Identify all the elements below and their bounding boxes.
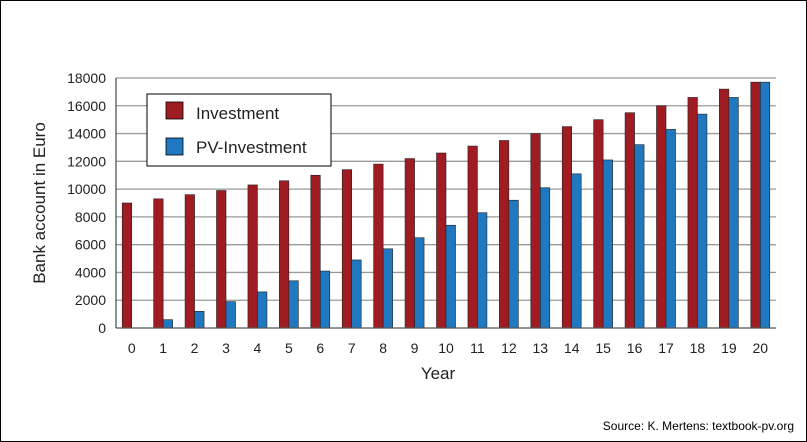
bar-investment	[341, 169, 353, 329]
y-tick-label: 6000	[75, 237, 106, 253]
y-tick-label: 12000	[67, 153, 106, 169]
bar-pv-investment	[665, 129, 676, 329]
x-tick-label: 12	[501, 340, 517, 356]
x-tick-label: 10	[438, 340, 454, 356]
bar-investment	[373, 163, 384, 329]
bar-pv-investment	[194, 311, 205, 329]
bar-investment	[561, 126, 573, 329]
x-tick-label: 0	[128, 340, 136, 356]
y-tick-label: 14000	[67, 126, 106, 142]
bar-pv-investment	[602, 159, 613, 329]
x-tick-label: 20	[752, 340, 768, 356]
bar-pv-investment	[697, 113, 708, 329]
bar-investment	[530, 133, 541, 329]
x-tick-label: 9	[411, 340, 419, 356]
x-tick-label: 8	[379, 340, 387, 356]
bar-pv-investment	[477, 212, 488, 329]
bar-investment	[184, 194, 195, 329]
bar-pv-investment	[351, 259, 362, 329]
bar-investment	[624, 112, 635, 329]
bar-pv-investment	[225, 301, 236, 329]
x-tick-label: 7	[348, 340, 356, 356]
bar-pv-investment	[508, 199, 519, 329]
y-tick-label: 16000	[67, 98, 106, 114]
bar-investment	[467, 145, 478, 329]
bar-investment	[310, 174, 321, 329]
bar-investment	[593, 119, 604, 329]
legend-label-investment: Investment	[196, 104, 279, 123]
y-tick-label: 0	[98, 320, 106, 336]
bar-pv-investment	[728, 97, 739, 329]
bar-pv-investment	[634, 144, 645, 329]
bar-pv-investment	[414, 237, 425, 329]
x-tick-label: 1	[159, 340, 167, 356]
bar-pv-investment	[759, 81, 771, 329]
x-tick-label: 13	[532, 340, 548, 356]
x-tick-label: 17	[658, 340, 674, 356]
x-tick-label: 2	[191, 340, 199, 356]
y-tick-label: 2000	[75, 292, 106, 308]
source-note: Source: K. Mertens: textbook-pv.org	[602, 419, 794, 433]
x-tick-label: 11	[470, 340, 485, 356]
bar-investment	[687, 97, 698, 329]
bar-pv-investment	[319, 270, 331, 329]
legend-swatch-investment	[165, 101, 184, 120]
bar-investment	[750, 81, 761, 329]
y-axis-label: Bank account in Euro	[30, 122, 49, 284]
x-tick-label: 3	[222, 340, 230, 356]
bar-investment	[499, 140, 510, 329]
x-tick-label: 6	[316, 340, 324, 356]
y-tick-label: 4000	[75, 264, 106, 280]
bar-investment	[656, 105, 667, 329]
bar-investment	[247, 184, 258, 329]
legend-swatch-pv-investment	[165, 137, 184, 156]
x-tick-label: 15	[595, 340, 611, 356]
x-tick-label: 14	[564, 340, 580, 356]
axes	[115, 78, 776, 329]
x-axis-label: Year	[421, 364, 456, 383]
bar-pv-investment	[445, 224, 456, 329]
x-tick-label: 16	[627, 340, 643, 356]
bar-pv-investment	[257, 291, 268, 329]
bar-investment	[216, 190, 227, 329]
y-tick-labels: 0 2000 4000 6000 8000 10000 12000 14000 16000 180…	[67, 70, 106, 336]
bars	[121, 81, 771, 329]
bar-pv-investment	[288, 280, 299, 329]
bar-investment	[153, 198, 164, 329]
x-tick-label: 18	[690, 340, 706, 356]
legend: Investment PV-Investment	[146, 93, 332, 167]
bar-pv-investment	[539, 187, 551, 329]
y-tick-label: 18000	[67, 70, 106, 86]
bar-pv-investment	[162, 319, 173, 329]
legend-label-pv-investment: PV-Investment	[196, 138, 307, 157]
y-tick-label: 10000	[67, 181, 106, 197]
bar-investment	[279, 180, 290, 329]
bar-investment	[404, 158, 415, 329]
bar-pv-investment	[382, 248, 393, 329]
bar-investment	[121, 202, 133, 329]
x-tick-label: 5	[285, 340, 293, 356]
x-tick-label: 4	[254, 340, 262, 356]
x-tick-label: 19	[721, 340, 737, 356]
bar-investment	[436, 152, 447, 329]
bar-investment	[719, 88, 730, 329]
bar-pv-investment	[571, 173, 582, 329]
x-tick-labels: 0 1 2 3 4 5 6 7 8 9 10 11 12 13 14 15 16 17 18 19 20	[128, 340, 768, 356]
y-tick-label: 8000	[75, 209, 106, 225]
